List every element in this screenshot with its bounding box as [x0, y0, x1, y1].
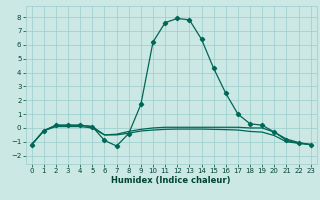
X-axis label: Humidex (Indice chaleur): Humidex (Indice chaleur): [111, 176, 231, 185]
